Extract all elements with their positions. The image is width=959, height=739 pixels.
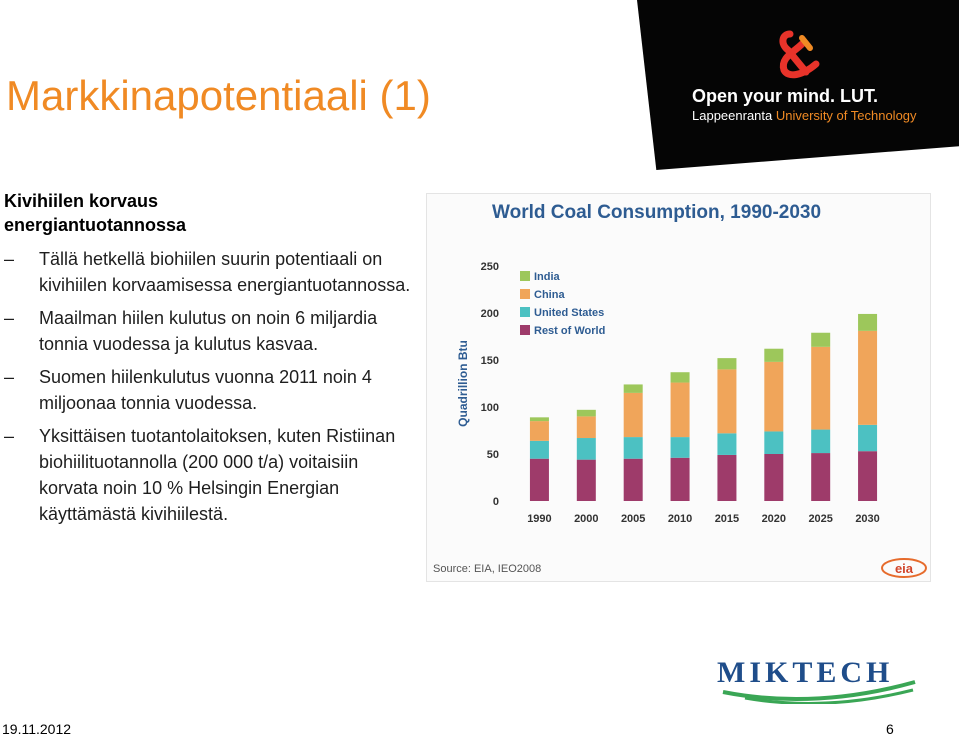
lut-city: Lappeenranta <box>692 108 776 123</box>
page-number: 6 <box>886 721 894 737</box>
y-tick-label: 200 <box>481 308 499 320</box>
bar-segment-china <box>858 330 878 425</box>
bar-segment-china <box>764 361 784 432</box>
y-tick-label: 100 <box>481 402 499 414</box>
dash-icon: – <box>4 426 15 446</box>
slide-title: Markkinapotentiaali (1) <box>6 72 431 119</box>
bar-segment-china <box>670 382 690 438</box>
bar-segment-india <box>717 358 737 370</box>
lut-university: University of Technology <box>775 108 917 123</box>
bullet-item: – Suomen hiilenkulutus vuonna 2011 noin 4… <box>4 364 414 416</box>
bar-segment-rest-of-world <box>576 459 596 501</box>
x-tick-label: 2010 <box>668 513 692 525</box>
bar-segment-china <box>811 346 831 430</box>
y-tick-label: 150 <box>481 355 499 367</box>
bar-segment-united-states <box>858 424 878 452</box>
bullet-item: – Tällä hetkellä biohiilen suurin potenti… <box>4 246 414 298</box>
bar-segment-china <box>576 416 596 439</box>
chart-source: Source: EIA, IEO2008 <box>433 563 541 575</box>
y-tick-label: 0 <box>493 496 499 508</box>
y-axis-label: Quadrillion Btu <box>456 340 470 427</box>
bar-segment-united-states <box>576 438 596 460</box>
legend-swatch <box>520 271 530 281</box>
dash-icon: – <box>4 367 15 387</box>
bar-segment-united-states <box>529 440 549 459</box>
bullet-text: Tällä hetkellä biohiilen suurin potentia… <box>39 249 411 295</box>
y-tick-label: 50 <box>487 449 499 461</box>
miktech-logo-text: MIKTECH <box>717 656 893 689</box>
bar-segment-rest-of-world <box>717 454 737 501</box>
bullet-item: – Yksittäisen tuotantolaitoksen, kuten Ri… <box>4 423 414 527</box>
bar-segment-united-states <box>623 437 643 459</box>
bar-segment-india <box>764 348 784 362</box>
bar-segment-rest-of-world <box>623 458 643 501</box>
bar-segment-rest-of-world <box>858 451 878 501</box>
legend-label: China <box>534 289 565 301</box>
subheading: Kivihiilen korvaus energiantuotannossa <box>4 191 187 235</box>
chart-frame: World Coal Consumption, 1990-2030 Quadril… <box>426 193 931 582</box>
legend-swatch <box>520 307 530 317</box>
lut-ampersand-icon <box>779 30 820 79</box>
chart-title: World Coal Consumption, 1990-2030 <box>492 202 821 223</box>
bar-segment-rest-of-world <box>764 454 784 501</box>
bar-segment-united-states <box>717 433 737 455</box>
bar-segment-india <box>623 384 643 393</box>
x-tick-label: 1990 <box>527 513 551 525</box>
bar-segment-china <box>529 421 549 441</box>
bar-segment-rest-of-world <box>529 458 549 501</box>
bullet-text: Suomen hiilenkulutus vuonna 2011 noin 4 … <box>39 367 372 413</box>
bar-segment-united-states <box>670 437 690 458</box>
legend-label: India <box>534 271 561 283</box>
y-tick-label: 250 <box>481 261 499 273</box>
footer-date: 19.11.2012 <box>2 721 72 737</box>
legend-label: Rest of World <box>534 325 605 337</box>
dash-icon: – <box>4 308 15 328</box>
legend-swatch <box>520 289 530 299</box>
bar-segment-rest-of-world <box>670 457 690 501</box>
bar-segment-china <box>623 392 643 438</box>
coal-consumption-chart: World Coal Consumption, 1990-2030 Quadril… <box>433 202 927 578</box>
miktech-logo: MIKTECH <box>717 656 916 704</box>
lut-slogan: Open your mind. LUT. <box>692 86 879 106</box>
eia-logo-ring <box>881 558 927 578</box>
eia-logo-text: eia <box>895 561 914 576</box>
bullet-item: – Maailman hiilen kulutus on noin 6 milja… <box>4 305 414 357</box>
bullet-text: Maailman hiilen kulutus on noin 6 miljar… <box>39 308 378 354</box>
bar-segment-india <box>529 417 549 422</box>
bullet-list: – Tällä hetkellä biohiilen suurin potenti… <box>4 246 414 534</box>
lut-university-name: Lappeenranta University of Technology <box>692 108 917 123</box>
dash-icon: – <box>4 249 15 269</box>
x-tick-label: 2030 <box>855 513 879 525</box>
x-tick-label: 2025 <box>808 513 832 525</box>
legend-swatch <box>520 325 530 335</box>
bar-segment-india <box>576 409 596 417</box>
x-tick-label: 2000 <box>574 513 598 525</box>
bar-segment-united-states <box>811 429 831 454</box>
bar-segment-china <box>717 369 737 434</box>
bar-segment-rest-of-world <box>811 453 831 501</box>
bar-segment-india <box>858 313 878 331</box>
legend-label: United States <box>534 307 604 319</box>
bullet-text: Yksittäisen tuotantolaitoksen, kuten Ris… <box>39 426 396 524</box>
bar-segment-india <box>670 372 690 383</box>
bar-segment-india <box>811 332 831 347</box>
bar-segment-united-states <box>764 431 784 454</box>
x-tick-label: 2005 <box>621 513 645 525</box>
x-tick-label: 2015 <box>715 513 739 525</box>
x-tick-label: 2020 <box>762 513 786 525</box>
lut-logo-background <box>637 0 959 170</box>
